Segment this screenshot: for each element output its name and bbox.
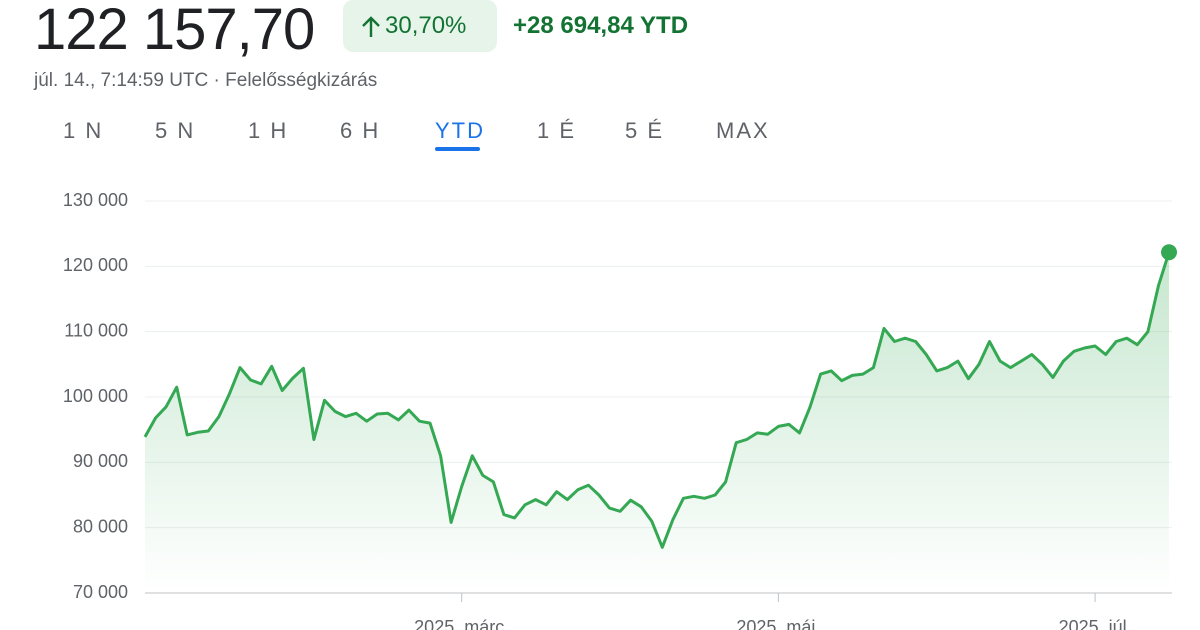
- price: 122 157,70: [34, 0, 315, 62]
- x-tick-label: 2025. júl.: [1059, 617, 1132, 630]
- range-tab[interactable]: 1 H: [248, 118, 289, 143]
- tab-underline: [435, 147, 480, 151]
- range-tab[interactable]: 1 N: [63, 118, 104, 143]
- y-tick-label: 110 000: [64, 320, 128, 340]
- timestamp: júl. 14., 7:14:59 UTC · Felelősségkizárá…: [34, 70, 378, 91]
- y-tick-label: 120 000: [63, 255, 128, 275]
- change-percent: 30,70%: [385, 12, 467, 39]
- y-tick-label: 130 000: [63, 190, 128, 210]
- x-tick-label: 2025. márc.: [414, 617, 509, 630]
- price-line: [143, 251, 1171, 549]
- range-tab[interactable]: MAX: [716, 118, 770, 143]
- y-tick-label: 80 000: [73, 516, 128, 536]
- range-tab[interactable]: 6 H: [340, 118, 381, 143]
- range-tab[interactable]: 5 N: [155, 118, 196, 143]
- y-tick-label: 100 000: [63, 386, 128, 406]
- range-tab[interactable]: 5 É: [625, 118, 665, 143]
- last-point: [1161, 244, 1177, 261]
- x-tick-label: 2025. máj.: [736, 617, 820, 630]
- y-tick-label: 90 000: [73, 451, 128, 471]
- range-tab[interactable]: 1 É: [537, 118, 577, 143]
- change-ytd: +28 694,84 YTD: [513, 12, 689, 39]
- arrow-up-icon: [362, 16, 380, 37]
- change-badge: [343, 0, 497, 52]
- area: [145, 252, 1169, 593]
- range-tab[interactable]: YTD: [435, 118, 485, 143]
- y-tick-label: 70 000: [73, 582, 128, 602]
